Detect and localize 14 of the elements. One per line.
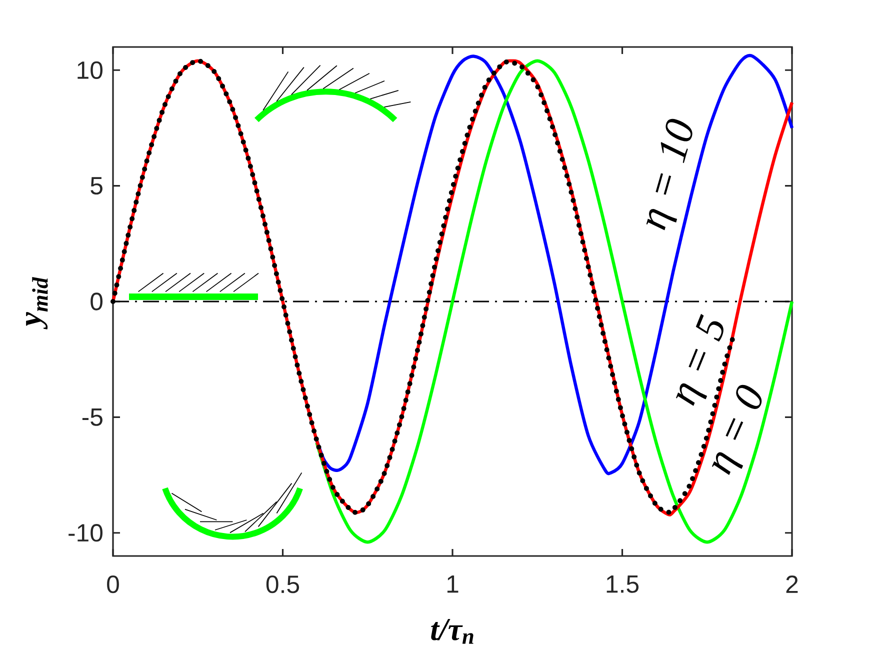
x-tick-label: 2 bbox=[786, 576, 798, 593]
x-tick-label: 0 bbox=[107, 576, 119, 594]
y-axis-title: y$_{mid}$ bbox=[26, 277, 48, 330]
x-tick-label: 1.5 bbox=[606, 576, 639, 593]
line-series bbox=[315, 59, 794, 544]
y-tick-label: -5 bbox=[82, 408, 102, 426]
x-tick-label: 0.5 bbox=[266, 576, 300, 594]
x-axis-title: t/τ$_{n}$ bbox=[431, 618, 474, 644]
y-tick-label: 5 bbox=[90, 177, 102, 195]
x-tick-label: 1 bbox=[447, 576, 458, 593]
y-tick-label: 0 bbox=[90, 292, 103, 310]
text: η = 10 bbox=[646, 118, 692, 230]
y-tick-label: -10 bbox=[68, 524, 102, 542]
y-tick-label: 10 bbox=[78, 61, 102, 79]
